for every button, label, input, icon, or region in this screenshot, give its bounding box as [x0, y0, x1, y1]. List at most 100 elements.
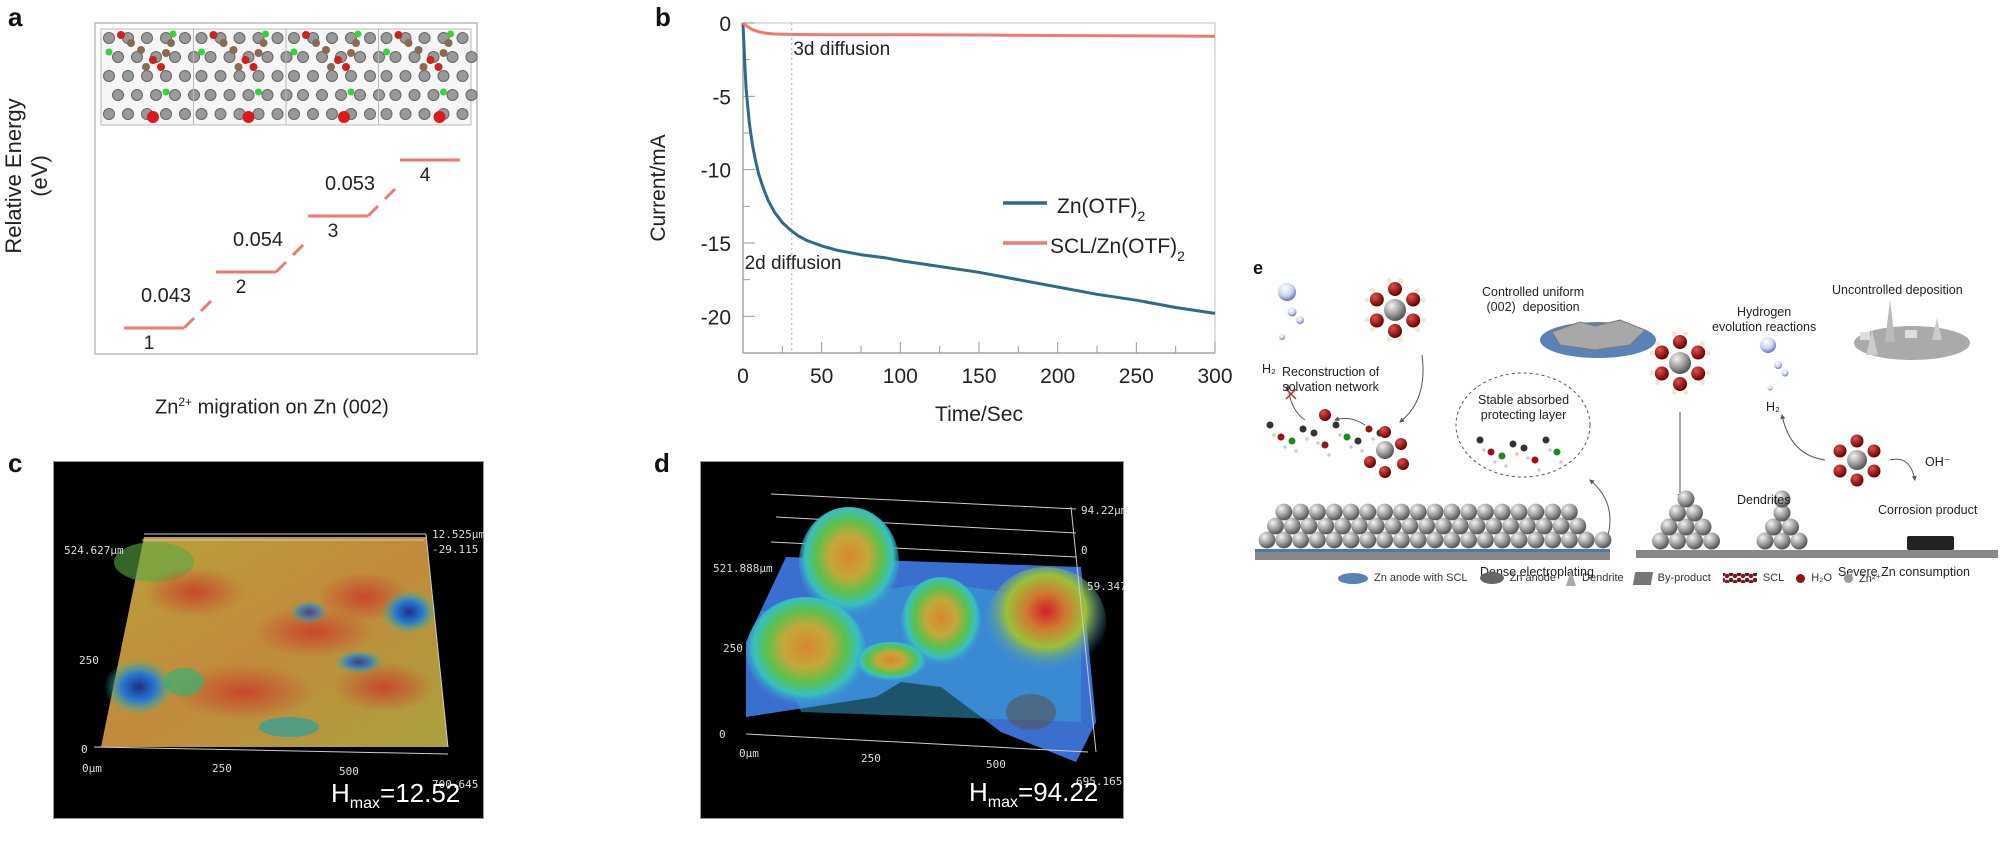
zn-atom — [1418, 517, 1435, 535]
zn-atom — [160, 108, 172, 120]
zn-atom — [233, 32, 246, 44]
panel-e-legend: Zn anode with SCL Zn anode Dendrite By-p… — [1338, 570, 1881, 586]
molecule-atom — [117, 31, 125, 39]
water-oxygen — [1379, 466, 1391, 478]
zn-atom — [1384, 517, 1402, 535]
afm-c-ylabel-mid: 250 — [79, 654, 99, 667]
water-hydrogen — [1654, 380, 1660, 386]
afm-d-xlabel-max: 695.165 — [1076, 775, 1123, 788]
molecule-atom — [157, 63, 165, 71]
dense-zn-stack — [1258, 503, 1612, 549]
state-label-1: 1 — [144, 333, 155, 354]
water-oxygen — [1397, 458, 1409, 470]
afm-c-xlabel-500: 500 — [339, 765, 359, 778]
zn-atom — [1552, 517, 1570, 535]
panel-a-energy-diagram: 1 0.043 2 0.054 3 0.053 4 — [94, 22, 478, 355]
panel-a-label: a — [8, 2, 23, 32]
zn-atom — [1765, 518, 1782, 536]
zn-atom — [112, 89, 124, 101]
barrier-label: 0.043 — [141, 285, 191, 307]
zn-atom — [288, 70, 300, 82]
water-oxygen — [1850, 473, 1864, 487]
zn-atom — [354, 51, 366, 63]
x-tick-label: 0 — [737, 365, 749, 388]
zn-atom — [233, 70, 246, 82]
x-tick-label: 250 — [1119, 365, 1154, 388]
zn-atom — [456, 32, 469, 44]
zn-atom — [1460, 503, 1477, 521]
zn-atom — [1342, 531, 1360, 549]
zn-ion-atom — [147, 111, 159, 123]
legend-label-1: SCL/Zn(OTF)2 — [1050, 235, 1185, 264]
solvated-zn-ion-corrosion — [1833, 434, 1881, 487]
x-axis-label: Time/Sec — [935, 403, 1023, 426]
legend-subscript: 2 — [1137, 208, 1145, 224]
zn-atom — [1535, 517, 1553, 535]
water-oxygen — [1369, 292, 1384, 307]
zn-atom — [316, 89, 328, 101]
zn-atom — [252, 108, 265, 120]
zn-atom — [1544, 531, 1561, 549]
controlled-deposition-plate — [1540, 319, 1656, 358]
zn-atom — [437, 70, 450, 82]
zn-atom — [1477, 531, 1494, 549]
scl-hydrogen — [1548, 448, 1552, 452]
transition-dash — [383, 187, 397, 201]
molecule-atom — [327, 63, 335, 71]
barrier-label: 0.053 — [325, 173, 375, 195]
solvated-zn-ion-left — [1364, 278, 1426, 342]
water-hydrogen — [1398, 278, 1404, 284]
zn-atom — [1594, 531, 1612, 549]
zn-atom — [1782, 518, 1799, 536]
water-hydrogen — [1671, 331, 1677, 337]
water-oxygen — [1673, 377, 1687, 391]
zn-ion-icon — [1844, 573, 1854, 583]
zn-atom — [1351, 517, 1368, 535]
scl-atom — [1553, 448, 1561, 456]
zn-atom — [1426, 503, 1444, 521]
scl-layer — [1255, 549, 1610, 552]
zn-atom — [1435, 517, 1452, 535]
scl-hydrogen — [1504, 464, 1508, 468]
zn-atom — [1443, 503, 1461, 521]
reconstruction-label: Reconstruction of solvation network — [1282, 365, 1380, 394]
zn-atom — [380, 108, 393, 120]
h2-bubbles-left — [1278, 283, 1304, 340]
afm-d-zlabel-zero: 0 — [1081, 544, 1088, 557]
corrosion-product-block — [1907, 536, 1954, 550]
zn-atom — [1342, 503, 1360, 521]
water-hydrogen — [1700, 340, 1706, 346]
zn-atom — [131, 89, 143, 101]
water-hydrogen — [1649, 370, 1655, 376]
hydrogen-evolution-label: Hydrogen evolution reactions — [1712, 305, 1817, 334]
transition-up — [366, 204, 380, 218]
scl-hydrogen — [1559, 460, 1563, 464]
zn-atom — [160, 70, 172, 82]
molecule-atom — [219, 39, 228, 47]
zn-atom — [242, 89, 255, 101]
zn-atom — [1367, 517, 1385, 535]
zn-atom — [1677, 518, 1695, 536]
zn-atom — [418, 70, 431, 82]
zn-atom — [271, 108, 284, 120]
zn-atom — [408, 51, 421, 63]
x-tick-label: 200 — [1040, 365, 1075, 388]
scl-atom — [1520, 444, 1528, 452]
water-hydrogen — [1369, 287, 1375, 293]
xlabel-superscript: 2+ — [178, 395, 193, 409]
water-oxygen — [1388, 324, 1402, 338]
scl-atom — [1542, 436, 1550, 444]
zn-atom — [1359, 503, 1377, 521]
scl-atom — [1277, 433, 1285, 441]
y-axis-label: Current/mA — [647, 134, 670, 241]
zn-atom — [446, 89, 459, 101]
water-oxygen — [1395, 438, 1407, 450]
water-hydrogen — [1705, 370, 1711, 376]
annotation-3d-diffusion: 3d diffusion — [793, 39, 890, 60]
zn-atom — [223, 51, 236, 63]
scl-molecule-icon — [1722, 573, 1757, 583]
afm-d-ylabel-mid: 250 — [723, 642, 743, 655]
zn-atom — [380, 70, 393, 82]
zn-atom — [446, 51, 459, 63]
zn-atom — [131, 51, 143, 63]
